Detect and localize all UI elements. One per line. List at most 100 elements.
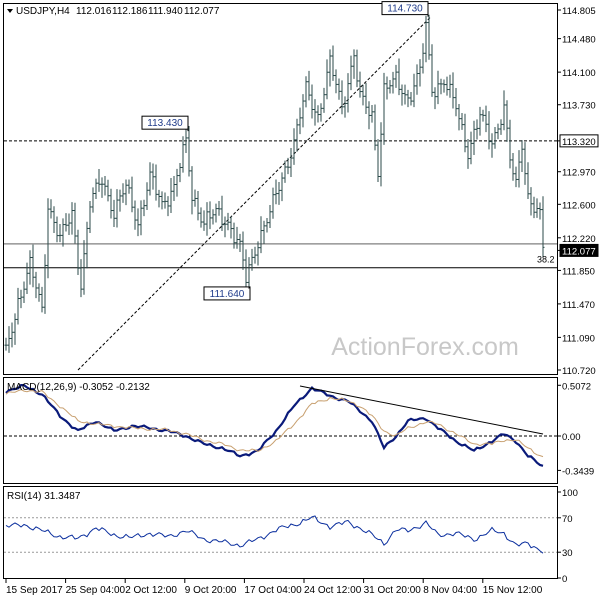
x-tick: 31 Oct 20:00	[363, 579, 422, 596]
ohlc-bar	[307, 70, 311, 101]
x-tick: 25 Sep 04:00	[65, 579, 126, 596]
svg-text:0.5072: 0.5072	[562, 381, 591, 392]
ohlc-bar	[199, 207, 203, 228]
ohlc-bar	[400, 84, 404, 106]
ohlc-bar	[472, 120, 476, 156]
svg-text:8 Nov 04:00: 8 Nov 04:00	[423, 585, 477, 596]
ohlc-bar	[181, 136, 185, 173]
ohlc-bar	[151, 163, 155, 190]
x-tick: 24 Oct 12:00	[303, 579, 362, 596]
ohlc-bar	[133, 200, 137, 230]
ohlc-bar	[130, 176, 134, 213]
ohlc-bar	[67, 213, 71, 236]
svg-text:17 Oct 04:00: 17 Oct 04:00	[244, 585, 302, 596]
ohlc-bar	[421, 43, 425, 74]
svg-text:110.720: 110.720	[562, 366, 596, 377]
svg-text:114.100: 114.100	[562, 68, 596, 79]
macd-title: MACD(12,26,9) -0.3052 -0.2132	[7, 382, 150, 393]
macd-panel	[3, 377, 558, 484]
ohlc-bar	[253, 246, 257, 264]
ohlc-bar	[73, 202, 77, 244]
price-y-tick: 112.077	[557, 243, 599, 257]
ohlc-bar	[292, 128, 296, 165]
ohlc-bar	[241, 231, 245, 270]
ohlc-bar	[463, 113, 467, 153]
ohlc-bar	[445, 76, 449, 96]
ohlc-bar	[373, 104, 377, 151]
ohlc-bar	[142, 199, 146, 217]
ohlc-bar	[37, 283, 41, 302]
ohlc-bar	[370, 105, 374, 123]
ohlc-bar	[76, 229, 80, 276]
ohlc-bar	[508, 119, 512, 169]
fib-label: 38.2	[537, 255, 555, 265]
price-y-tick: 114.805	[557, 6, 596, 17]
svg-text:-0.3439: -0.3439	[562, 466, 594, 477]
ohlc-bar	[121, 183, 125, 203]
ohlc-bar	[64, 213, 68, 232]
ohlc-bar	[145, 182, 149, 211]
svg-text:31 Oct 20:00: 31 Oct 20:00	[364, 585, 422, 596]
ohlc-bar	[85, 221, 89, 269]
ohlc-bar	[538, 202, 542, 220]
header-high: 112.186	[112, 6, 148, 17]
ohlc-bar	[298, 107, 302, 135]
ohlc-bar	[496, 123, 500, 140]
ohlc-bar	[208, 201, 212, 230]
svg-text:113.430: 113.430	[147, 118, 183, 129]
price-y-tick: 111.470	[557, 300, 595, 311]
ohlc-bar	[490, 133, 494, 158]
rsi-y-tick: 30	[557, 548, 573, 559]
ohlc-bar	[193, 189, 197, 207]
svg-text:114.805: 114.805	[562, 6, 596, 17]
svg-text:112.970: 112.970	[562, 168, 596, 179]
svg-text:114.480: 114.480	[562, 35, 596, 46]
ohlc-bar	[220, 195, 224, 231]
price-plot: 114.730 113.430 111.640 38.2	[4, 1, 557, 371]
ohlc-bar	[499, 119, 503, 135]
rsi-y-tick: 70	[557, 514, 573, 525]
macd-trendline	[299, 385, 544, 435]
ohlc-bar	[172, 175, 176, 202]
ohlc-bar	[487, 111, 491, 150]
ohlc-bar	[334, 69, 338, 94]
collapse-triangle-icon[interactable]	[7, 9, 13, 13]
rsi-line	[5, 515, 544, 554]
ohlc-bar	[403, 84, 407, 105]
macd-line	[5, 384, 544, 467]
ohlc-bar	[478, 106, 482, 136]
ohlc-bar	[235, 226, 239, 249]
rsi-plot	[4, 515, 557, 554]
ohlc-bar	[25, 262, 29, 294]
svg-text:30: 30	[562, 548, 573, 559]
ohlc-bar	[184, 127, 188, 154]
ohlc-bar	[382, 72, 386, 145]
ohlc-bar	[517, 150, 521, 188]
ohlc-bar	[406, 89, 410, 108]
ohlc-bar	[304, 76, 308, 108]
ohlc-bar	[280, 172, 284, 202]
ohlc-bar	[214, 203, 218, 223]
ohlc-bar	[97, 169, 101, 192]
svg-text:114.730: 114.730	[387, 4, 423, 15]
price-annotation: 114.730	[381, 1, 429, 17]
x-tick: 2 Oct 12:00	[124, 579, 177, 596]
header-low: 111.940	[148, 6, 183, 17]
svg-text:100: 100	[562, 488, 578, 499]
svg-text:113.730: 113.730	[562, 101, 596, 112]
ohlc-bar	[118, 189, 122, 212]
macd-y-tick: -0.3439	[557, 466, 594, 477]
ohlc-bar	[22, 281, 26, 304]
ohlc-bar	[250, 248, 254, 271]
svg-text:113.320: 113.320	[562, 137, 596, 148]
ohlc-bar	[511, 153, 515, 181]
ohlc-bar	[337, 78, 341, 100]
price-y-tick: 112.600	[557, 200, 596, 211]
ohlc-bar	[190, 166, 194, 215]
svg-text:112.600: 112.600	[562, 200, 596, 211]
price-panel	[3, 3, 558, 375]
ohlc-bar	[310, 84, 314, 119]
price-annotation: 113.430	[141, 115, 189, 132]
ohlc-bar	[328, 49, 332, 87]
ohlc-bar	[70, 202, 74, 235]
